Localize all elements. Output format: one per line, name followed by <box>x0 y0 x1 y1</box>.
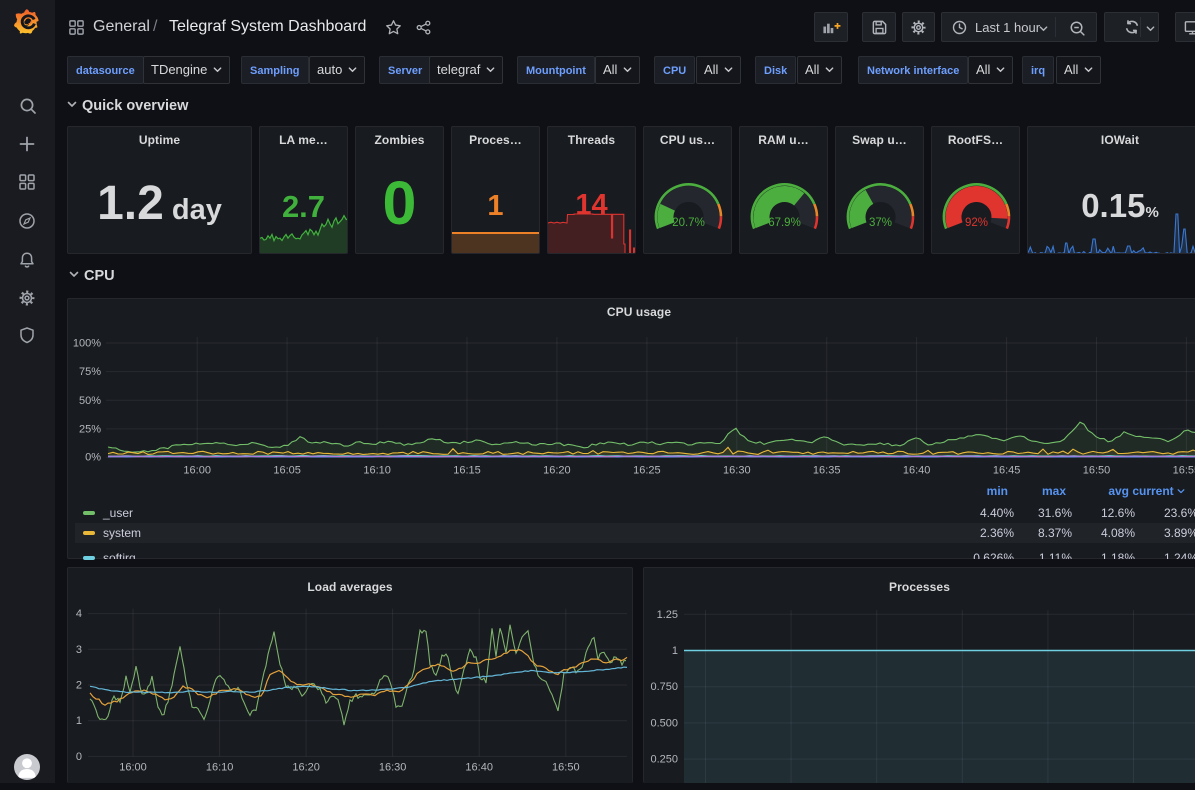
svg-text:16:20: 16:20 <box>292 761 320 773</box>
svg-text:0.750: 0.750 <box>650 681 678 693</box>
svg-text:20.7%: 20.7% <box>672 217 705 229</box>
svg-text:16:50: 16:50 <box>1083 465 1111 477</box>
svg-text:16:25: 16:25 <box>633 465 661 477</box>
svg-text:100%: 100% <box>73 338 101 350</box>
svg-text:50%: 50% <box>79 395 101 407</box>
svg-text:16:40: 16:40 <box>465 761 493 773</box>
svg-text:37%: 37% <box>869 217 892 229</box>
svg-text:0%: 0% <box>85 452 101 464</box>
svg-text:25%: 25% <box>79 423 101 435</box>
svg-text:3: 3 <box>76 644 82 656</box>
svg-text:0: 0 <box>76 751 82 763</box>
svg-text:75%: 75% <box>79 366 101 378</box>
svg-text:16:55: 16:55 <box>1173 465 1195 477</box>
svg-text:1: 1 <box>76 715 82 727</box>
svg-text:1: 1 <box>672 645 678 657</box>
svg-text:4: 4 <box>76 608 82 620</box>
svg-text:16:00: 16:00 <box>119 761 147 773</box>
svg-text:16:45: 16:45 <box>993 465 1021 477</box>
svg-text:67.9%: 67.9% <box>768 217 801 229</box>
svg-text:2: 2 <box>76 680 82 692</box>
svg-text:0.250: 0.250 <box>650 754 678 766</box>
svg-text:0.500: 0.500 <box>650 717 678 729</box>
svg-text:16:05: 16:05 <box>273 465 301 477</box>
svg-text:16:10: 16:10 <box>206 761 234 773</box>
svg-text:16:50: 16:50 <box>552 761 580 773</box>
svg-text:16:10: 16:10 <box>363 465 391 477</box>
svg-text:16:00: 16:00 <box>183 465 211 477</box>
svg-text:16:30: 16:30 <box>379 761 407 773</box>
svg-text:16:35: 16:35 <box>813 465 841 477</box>
svg-text:1.25: 1.25 <box>657 609 678 621</box>
svg-text:16:40: 16:40 <box>903 465 931 477</box>
svg-text:16:30: 16:30 <box>723 465 751 477</box>
svg-text:16:15: 16:15 <box>453 465 481 477</box>
svg-text:92%: 92% <box>965 217 988 229</box>
svg-text:16:20: 16:20 <box>543 465 571 477</box>
